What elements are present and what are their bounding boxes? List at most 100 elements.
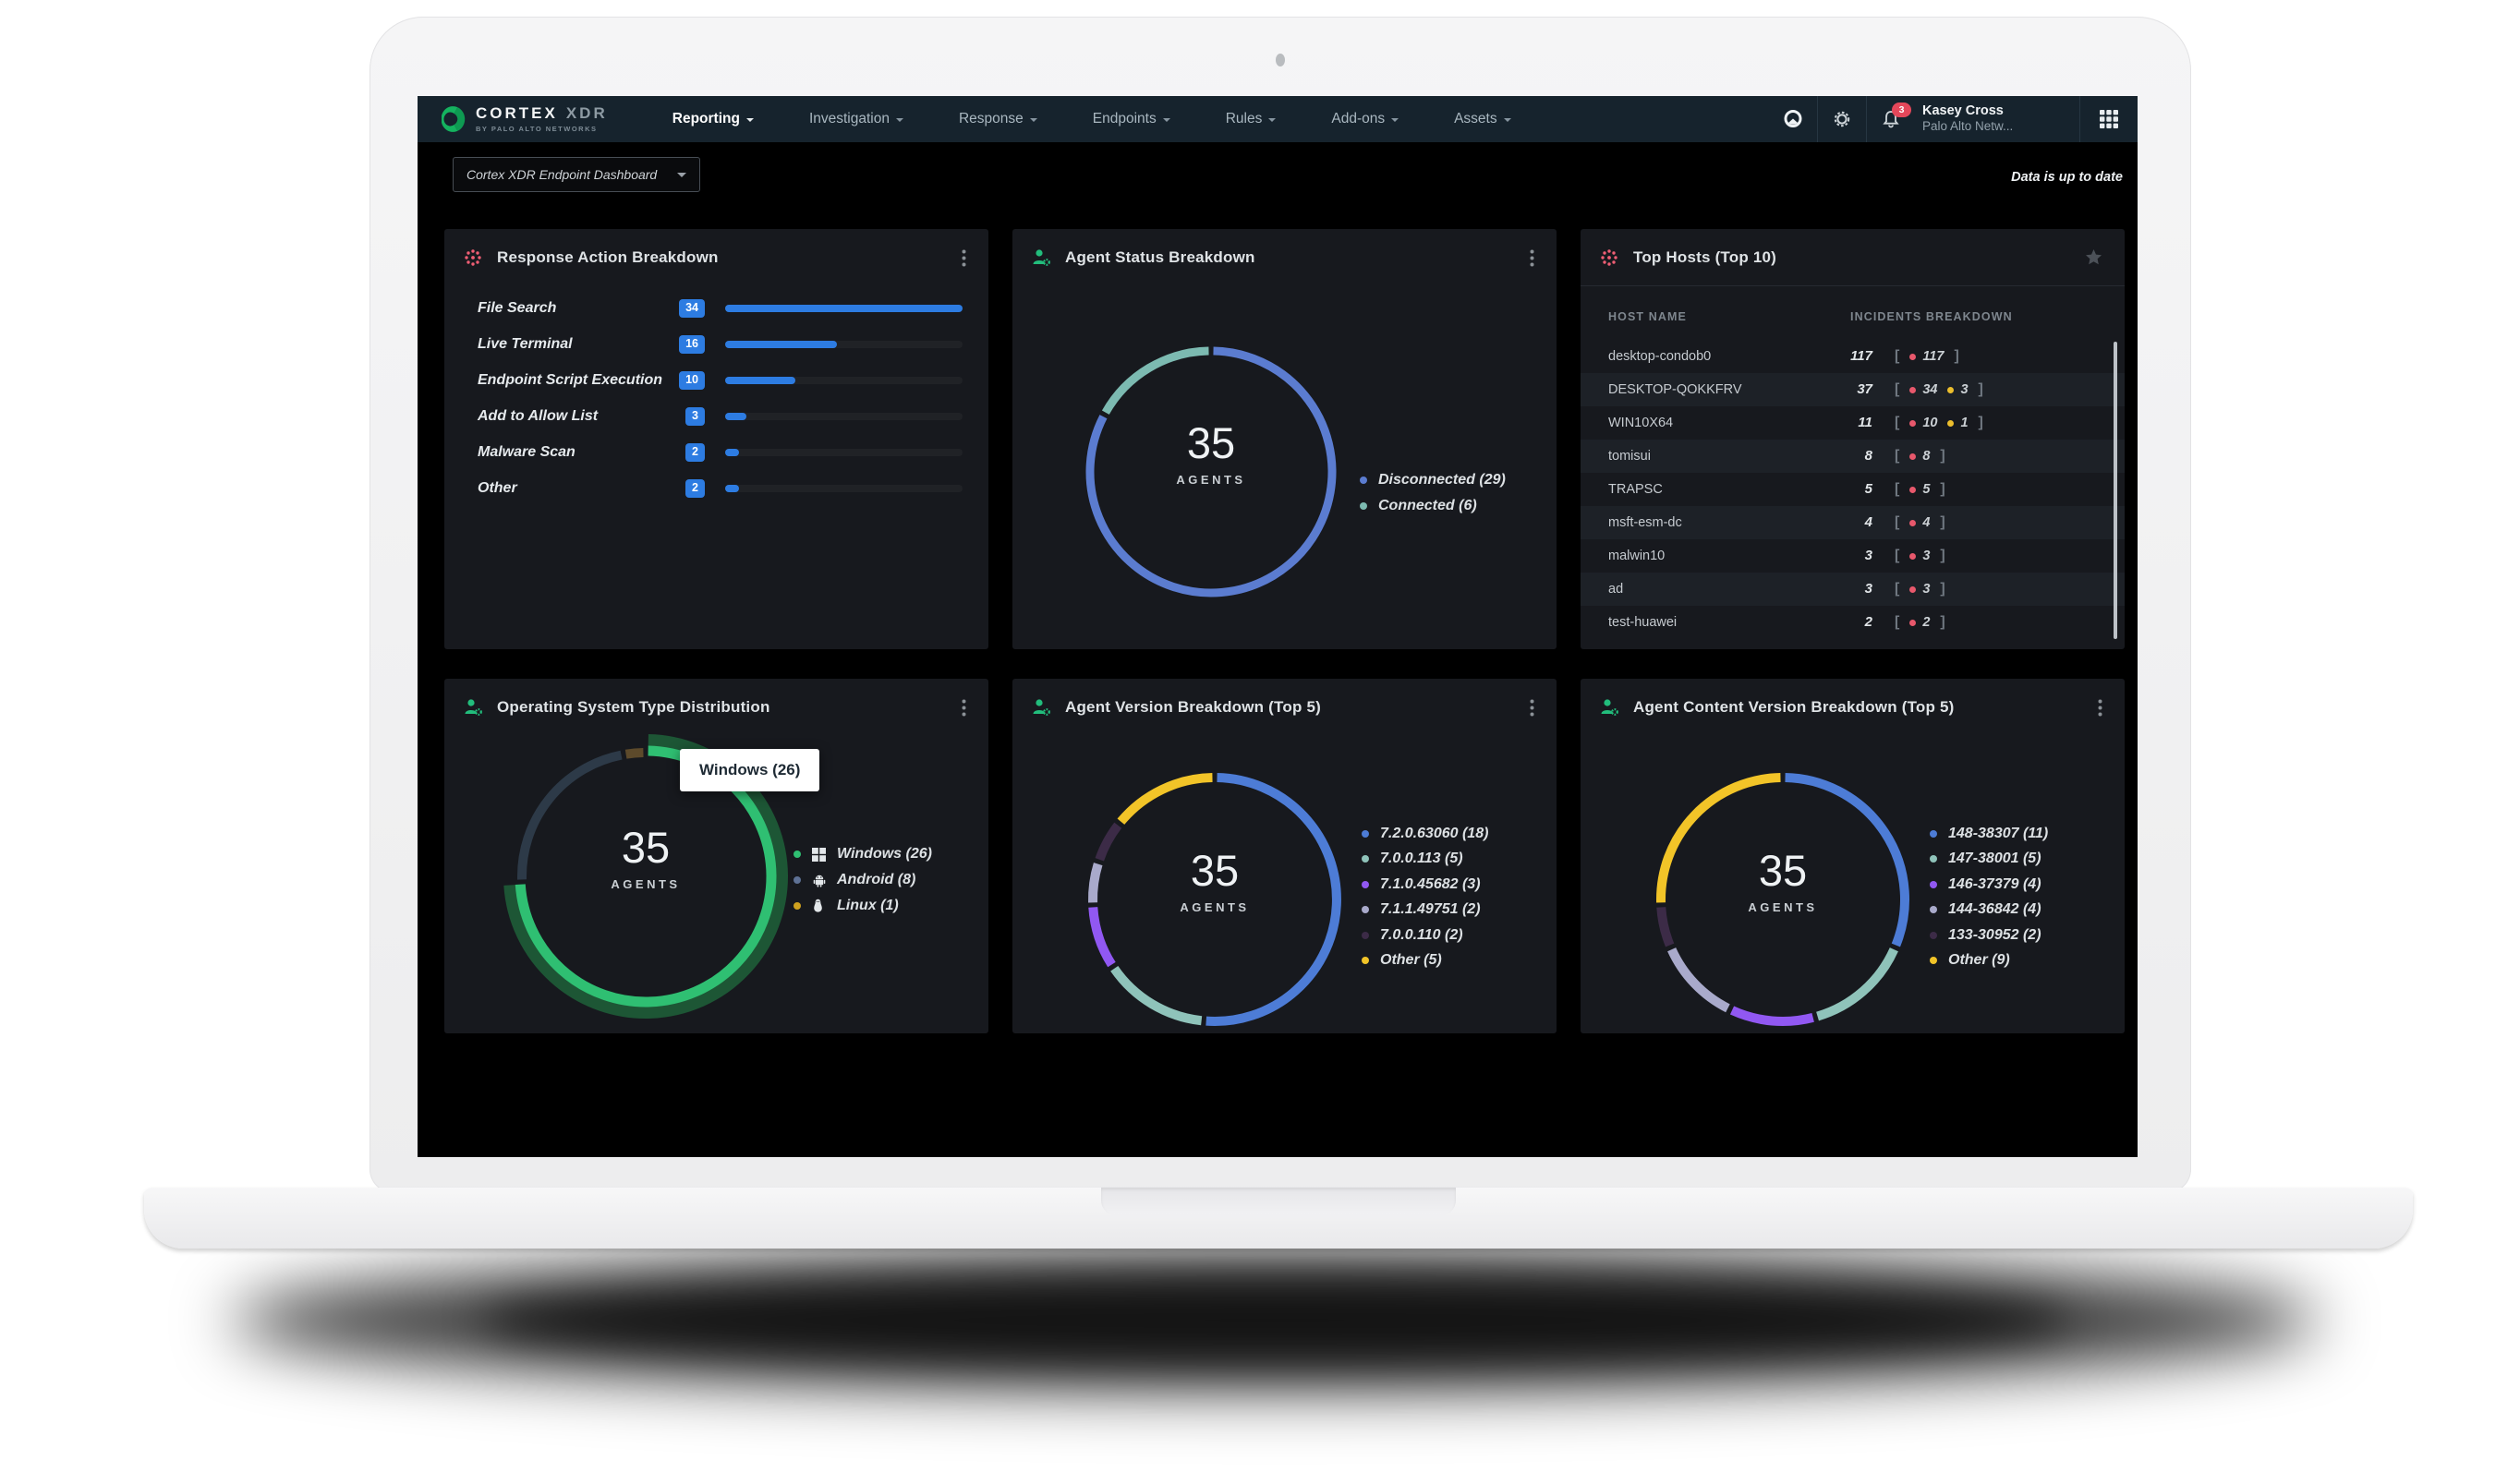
donut-segment[interactable] (1101, 346, 1209, 415)
legend-item[interactable]: 148-38307 (11) (1930, 821, 2048, 847)
legend-item[interactable]: 7.1.0.45682 (3) (1362, 872, 1488, 898)
legend-item[interactable]: Other (5) (1362, 948, 1488, 974)
kebab-menu-icon[interactable] (1526, 695, 1538, 720)
query-icon[interactable] (1769, 96, 1817, 142)
host-name[interactable]: TRAPSC (1608, 482, 1663, 497)
incident-total: 4 (1864, 514, 1872, 530)
donut-segment[interactable] (1110, 965, 1203, 1026)
legend-item[interactable]: Windows (26) (794, 841, 932, 867)
legend-item[interactable]: Disconnected (29) (1360, 467, 1506, 493)
kebab-menu-icon[interactable] (2094, 695, 2106, 720)
severity-dot (1909, 519, 1917, 526)
donut-segment[interactable] (1085, 346, 1337, 597)
table-row[interactable]: TRAPSC 5[5] (1581, 473, 2125, 506)
bar-fill (725, 340, 837, 348)
donut-segment[interactable] (1785, 773, 1909, 947)
host-name[interactable]: desktop-condob0 (1608, 349, 1712, 364)
legend-label: 7.1.1.49751 (2) (1380, 901, 1481, 918)
panel-title: Agent Version Breakdown (Top 5) (1065, 698, 1321, 716)
response-action-row[interactable]: Live Terminal 16 (478, 326, 963, 362)
table-scrollbar[interactable] (2114, 342, 2117, 639)
star-icon[interactable] (2081, 245, 2106, 270)
nav-item-investigation[interactable]: Investigation (809, 111, 903, 127)
nav-item-endpoints[interactable]: Endpoints (1093, 111, 1170, 127)
agent-icon (1031, 247, 1051, 268)
table-row[interactable]: malwin10 3[3] (1581, 539, 2125, 573)
legend-item[interactable]: 7.0.0.110 (2) (1362, 923, 1488, 948)
linux-icon (812, 899, 828, 913)
app-grid-icon[interactable] (2080, 96, 2138, 142)
donut-segment[interactable] (624, 748, 644, 759)
donut-segment[interactable] (1088, 907, 1116, 968)
table-row[interactable]: ad 3[3] (1581, 573, 2125, 606)
donut-segment[interactable] (1667, 947, 1730, 1013)
legend-item[interactable]: 133-30952 (2) (1930, 923, 2048, 948)
donut-segment[interactable] (517, 750, 623, 880)
brand-logo[interactable]: CORTEX XDR BY PALO ALTO NETWORKS (442, 105, 608, 133)
legend-item[interactable]: Connected (6) (1360, 493, 1506, 519)
user-profile[interactable]: Kasey Cross Palo Alto Netw... (1922, 103, 2061, 135)
brand-tagline: BY PALO ALTO NETWORKS (476, 125, 598, 133)
nav-item-add-ons[interactable]: Add-ons (1331, 111, 1399, 127)
bar-label: Malware Scan (478, 443, 575, 460)
host-name[interactable]: ad (1608, 582, 1624, 597)
donut-segment[interactable] (1095, 822, 1122, 862)
donut-segment[interactable] (1205, 773, 1341, 1026)
kebab-menu-icon[interactable] (958, 695, 970, 720)
incident-total: 117 (1850, 348, 1872, 364)
nav-item-assets[interactable]: Assets (1454, 111, 1511, 127)
response-action-row[interactable]: File Search 34 (478, 290, 963, 326)
kebab-menu-icon[interactable] (958, 246, 970, 271)
legend-item[interactable]: 7.0.0.113 (5) (1362, 847, 1488, 873)
bar-value-badge: 2 (685, 478, 705, 498)
host-name[interactable]: DESKTOP-QOKKFRV (1608, 382, 1742, 397)
table-row[interactable]: DESKTOP-QOKKFRV 37[34 3] (1581, 373, 2125, 406)
legend-item[interactable]: 7.2.0.63060 (18) (1362, 821, 1488, 847)
legend-label: 147-38001 (5) (1948, 851, 2041, 867)
host-name[interactable]: msft-esm-dc (1608, 515, 1682, 530)
table-row[interactable]: desktop-condob0 117[117] (1581, 340, 2125, 373)
nav-item-rules[interactable]: Rules (1226, 111, 1277, 127)
chevron-down-icon (677, 172, 686, 177)
notifications-bell-icon[interactable]: 3 (1867, 96, 1915, 142)
table-row[interactable]: WIN10X64 11[10 1] (1581, 406, 2125, 440)
legend-item[interactable]: Other (9) (1930, 948, 2048, 974)
table-row[interactable]: tomisui 8[8] (1581, 440, 2125, 473)
host-name[interactable]: test-huawei (1608, 615, 1678, 630)
legend-item[interactable]: 147-38001 (5) (1930, 847, 2048, 873)
bar-label: Add to Allow List (478, 407, 599, 424)
column-header-host-name: HOST NAME (1608, 310, 1687, 323)
donut-segment[interactable] (1656, 773, 1781, 903)
legend-dot (1930, 957, 1937, 965)
legend-label: 146-37379 (4) (1948, 875, 2041, 892)
panel-title: Top Hosts (Top 10) (1633, 247, 1777, 266)
donut-segment[interactable] (1088, 863, 1103, 903)
legend-item[interactable]: 7.1.1.49751 (2) (1362, 898, 1488, 923)
kebab-menu-icon[interactable] (1526, 246, 1538, 271)
response-action-row[interactable]: Add to Allow List 3 (478, 398, 963, 434)
nav-item-reporting[interactable]: Reporting (672, 111, 754, 127)
panel-title: Agent Status Breakdown (1065, 248, 1255, 266)
table-row[interactable]: msft-esm-dc 4[4] (1581, 506, 2125, 539)
legend-label: 7.0.0.110 (2) (1380, 926, 1463, 943)
response-action-row[interactable]: Endpoint Script Execution 10 (478, 362, 963, 398)
nav-item-response[interactable]: Response (959, 111, 1037, 127)
donut-segment[interactable] (1117, 773, 1213, 825)
donut-segment[interactable] (1816, 947, 1898, 1021)
legend-item[interactable]: 144-36842 (4) (1930, 898, 2048, 923)
legend-item[interactable]: 146-37379 (4) (1930, 872, 2048, 898)
legend-item[interactable]: Android (8) (794, 867, 932, 893)
donut-segment[interactable] (1729, 1006, 1814, 1026)
table-row[interactable]: test-huawei 2[2] (1581, 606, 2125, 639)
legend-item[interactable]: Linux (1) (794, 893, 932, 919)
bar-label: Endpoint Script Execution (478, 371, 663, 388)
donut-segment[interactable] (1656, 907, 1675, 947)
response-action-row[interactable]: Malware Scan 2 (478, 434, 963, 470)
response-action-row[interactable]: Other 2 (478, 470, 963, 506)
dashboard-selector[interactable]: Cortex XDR Endpoint Dashboard (453, 157, 700, 192)
host-name[interactable]: malwin10 (1608, 549, 1666, 563)
legend-dot (1362, 855, 1369, 863)
host-name[interactable]: WIN10X64 (1608, 416, 1674, 430)
settings-gear-icon[interactable] (1818, 96, 1866, 142)
host-name[interactable]: tomisui (1608, 449, 1651, 464)
